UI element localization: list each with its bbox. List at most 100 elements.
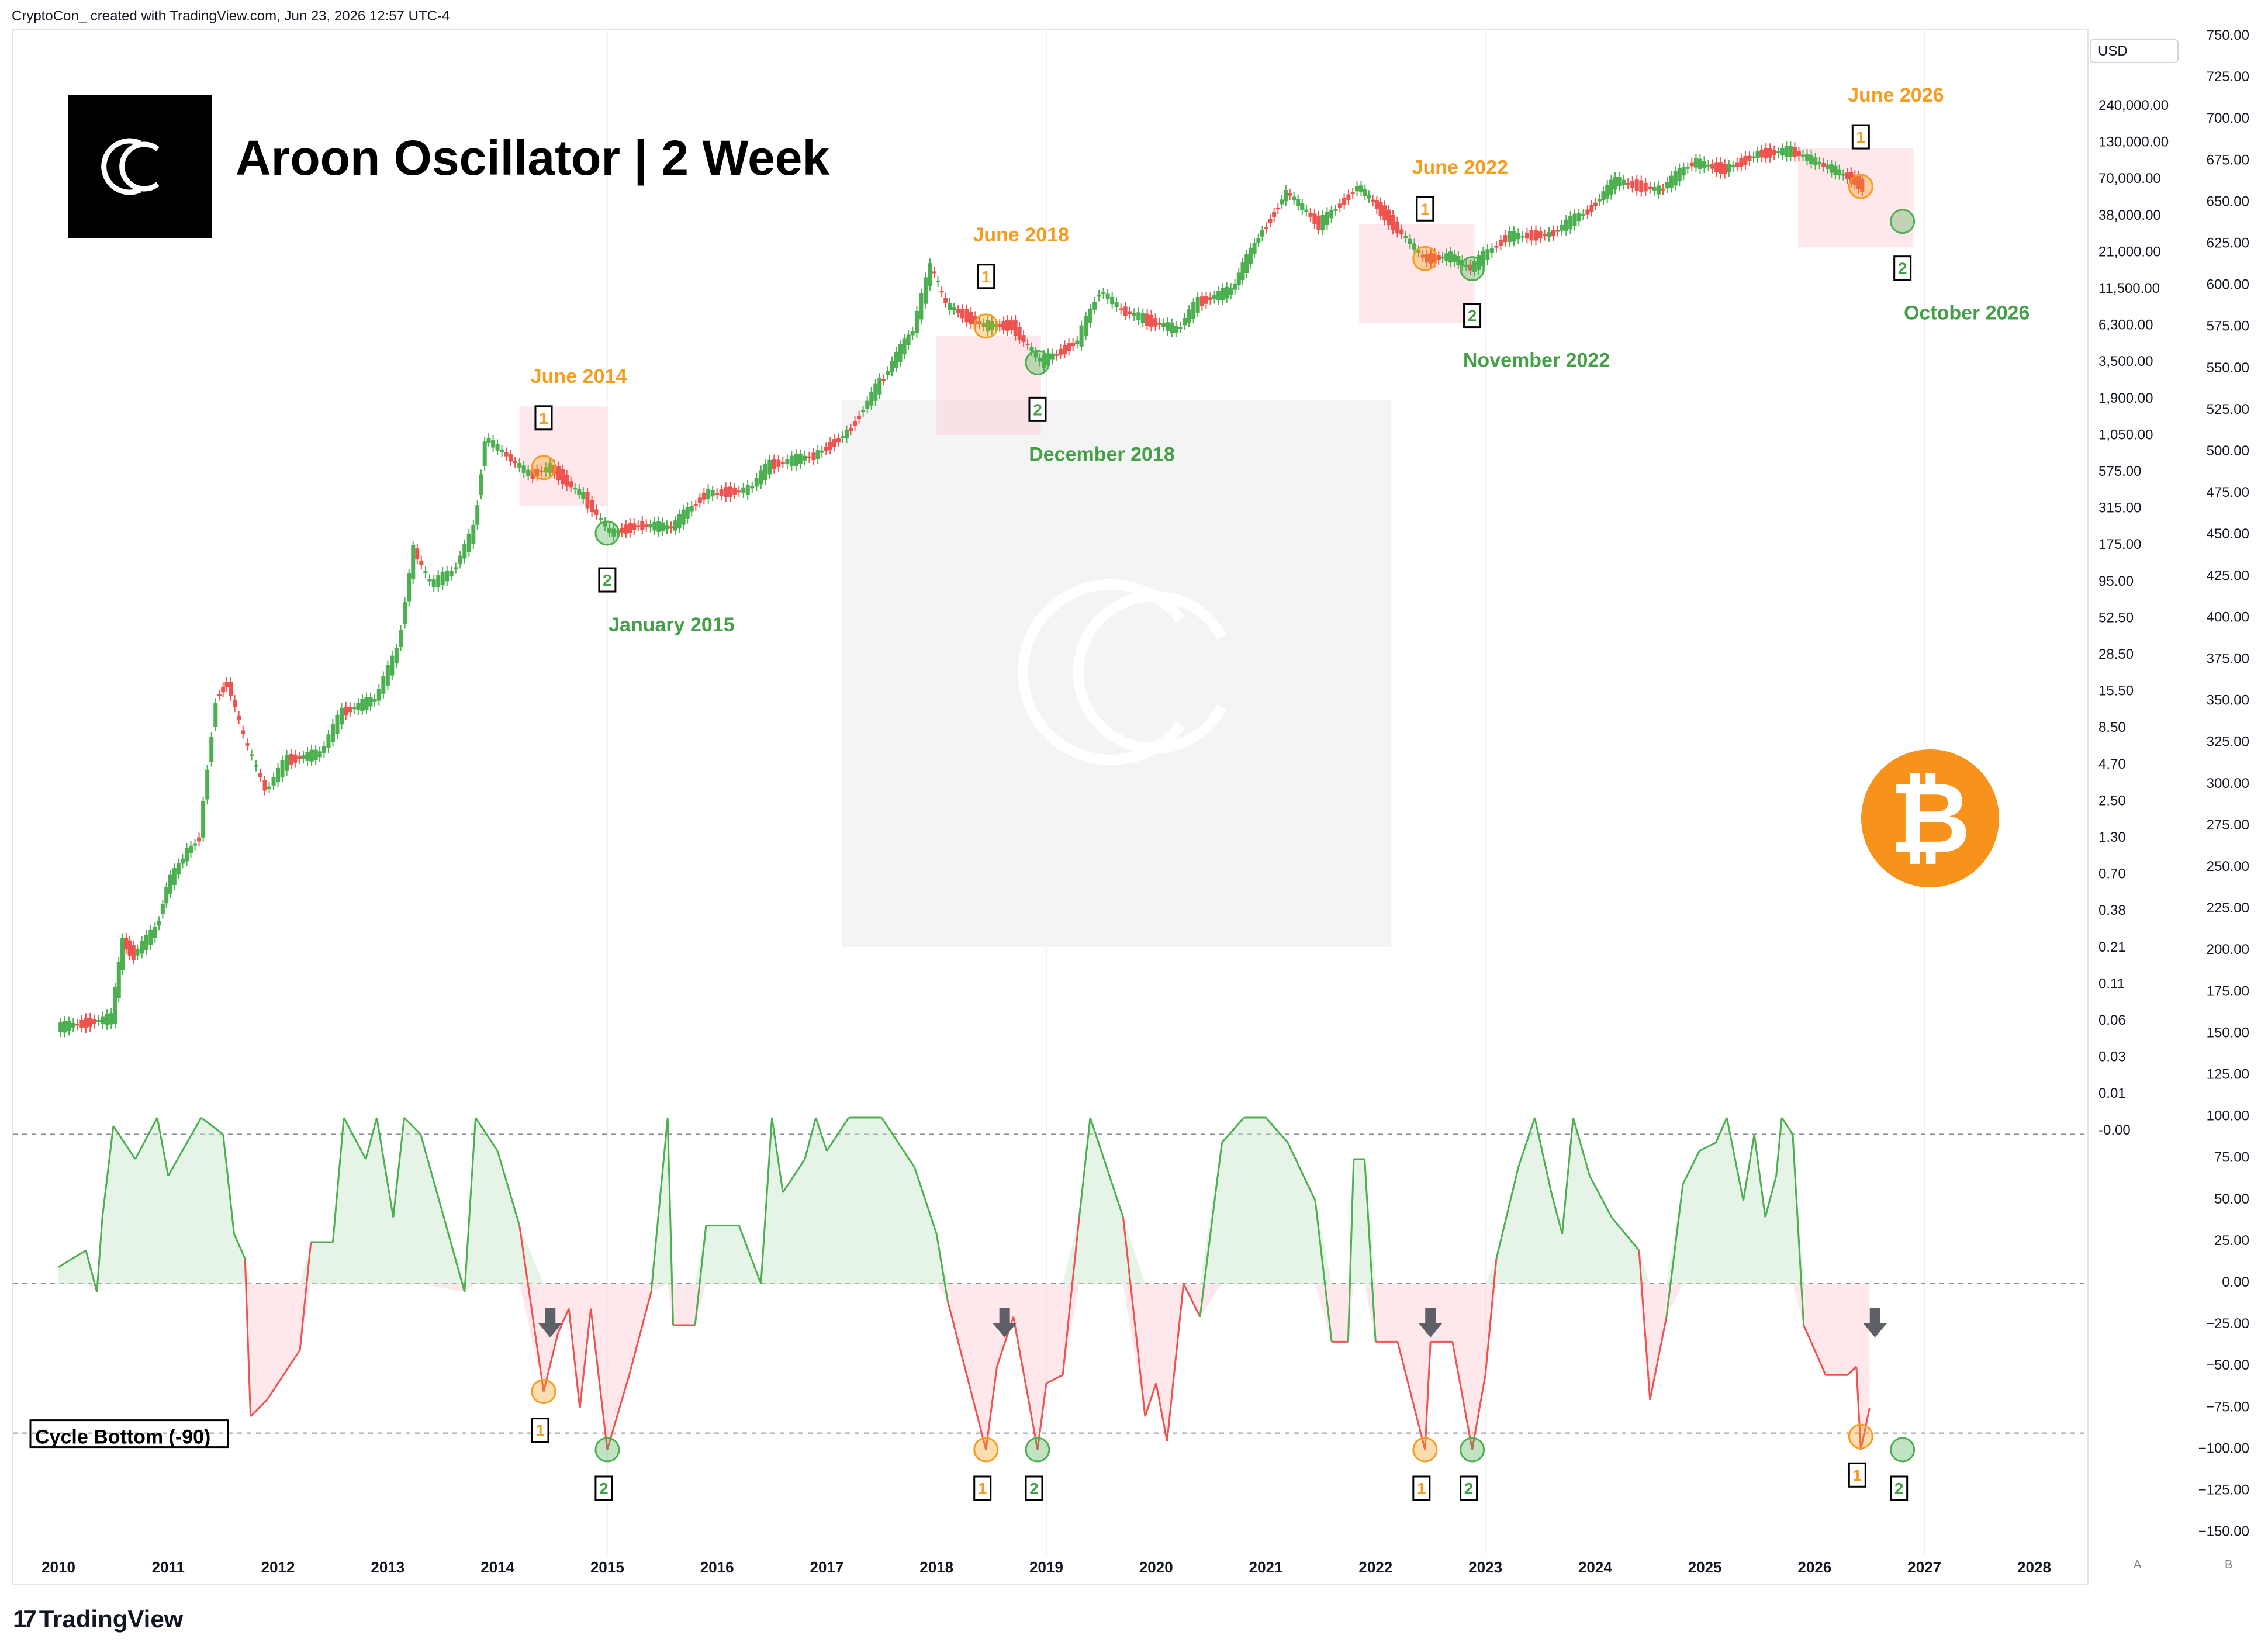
right-tick-label: 75.00 (2214, 1150, 2249, 1166)
right-tick-label: 175.00 (2207, 983, 2249, 999)
price-candle (772, 459, 776, 469)
oscillator-line-segment (96, 1217, 103, 1292)
currency-selector[interactable]: USD (2090, 39, 2179, 63)
price-candle (993, 324, 998, 328)
price-candle (628, 523, 632, 533)
price-candle (1622, 179, 1626, 185)
x-tick-label: 2018 (919, 1558, 953, 1576)
price-candle (224, 682, 229, 688)
watermark-layer (842, 400, 1391, 947)
right-tick-label: 650.00 (2207, 193, 2249, 209)
oscillator-positive-area (58, 1118, 1870, 1284)
price-candle (96, 1019, 101, 1022)
price-candle (164, 887, 169, 904)
price-candle (285, 754, 289, 771)
x-tick-label: 2011 (152, 1558, 185, 1576)
cycle-date-label: October 2026 (1904, 302, 2030, 324)
price-candle (364, 697, 369, 710)
price-candle (620, 528, 624, 533)
price-candle (939, 291, 944, 293)
oscillator-line-segment (134, 1117, 158, 1160)
cycle-date-label: November 2022 (1463, 350, 1610, 372)
oscillator-marker-number-2-box (1890, 1475, 1909, 1501)
price-candle (1617, 177, 1622, 186)
price-candle (1706, 164, 1711, 167)
oscillator-line-segment (233, 1233, 246, 1260)
price-candle (1759, 149, 1764, 158)
price-candle (811, 452, 816, 461)
price-candle (1256, 238, 1261, 243)
price-tick-label: 11,500.00 (2098, 281, 2160, 296)
price-candle (168, 874, 172, 894)
price-candle (335, 714, 340, 735)
oscillator-line-segment (1859, 1408, 1871, 1450)
price-candle (321, 746, 326, 753)
price-candle (221, 687, 226, 693)
price-candle (1643, 182, 1648, 192)
oscillator-line-segment (1155, 1383, 1168, 1442)
right-tick-label: 200.00 (2207, 942, 2249, 957)
price-candle (172, 868, 177, 885)
price-candle (1626, 182, 1630, 185)
price-marker-number-2-box (1463, 303, 1482, 329)
price-candle (565, 474, 569, 487)
oscillator-line-segment (1803, 1325, 1827, 1375)
right-tick-label: 625.00 (2207, 236, 2249, 251)
price-candle (832, 439, 836, 447)
oscillator-negative-area (58, 1284, 1870, 1450)
price-candle (1448, 251, 1453, 263)
oscillator-line-segment (222, 1134, 235, 1234)
x-tick-label: 2022 (1358, 1558, 1392, 1576)
price-candle (1063, 345, 1067, 354)
log-scale-button[interactable]: B (2225, 1558, 2233, 1571)
price-candle (1829, 164, 1834, 173)
price-candle (681, 509, 686, 525)
price-candle (724, 487, 728, 497)
price-candle (301, 755, 306, 759)
price-candle (1837, 169, 1842, 175)
price-candle (75, 1023, 79, 1026)
price-candle (205, 769, 210, 800)
oscillator-marker-number-1: 1 (978, 1479, 987, 1498)
price-candle (436, 575, 441, 587)
price-candle (1533, 230, 1538, 241)
price-candle (1739, 158, 1744, 167)
oscillator-line-segment (1847, 1365, 1857, 1376)
price-candle (390, 655, 395, 676)
price-candle (1359, 185, 1364, 192)
oscillator-line-segment (1610, 1216, 1640, 1252)
price-candle (1264, 227, 1268, 229)
price-candle (1346, 194, 1351, 200)
price-tick-label: 70,000.00 (2098, 171, 2161, 186)
auto-scale-button[interactable]: A (2134, 1558, 2142, 1571)
right-tick-label: 525.00 (2207, 402, 2249, 417)
price-candle (1817, 161, 1822, 165)
oscillator-line-segment (299, 1242, 312, 1350)
price-marker-number-2: 2 (1898, 260, 1907, 278)
price-candle (719, 489, 724, 496)
price-candle (1275, 208, 1280, 210)
tradingview-brand[interactable]: 17 TradingView (13, 1605, 183, 1633)
oscillator-line-segment (946, 1300, 987, 1450)
oscillator-line-segment (1012, 1316, 1039, 1450)
price-candle (1538, 231, 1543, 239)
price-candle (513, 461, 517, 464)
oscillator-line-segment (167, 1117, 202, 1177)
price-candle (1292, 196, 1297, 200)
price-candle (1792, 147, 1797, 157)
price-candle (997, 324, 1002, 327)
oscillator-line-segment (156, 1117, 170, 1176)
price-candle (1702, 161, 1706, 169)
cycle-bottom-marker (1460, 256, 1485, 282)
price-candle (1149, 314, 1154, 327)
price-candle (63, 1021, 67, 1033)
price-marker-number-1-box (977, 264, 995, 289)
price-candle (521, 465, 526, 473)
price-candle (928, 263, 932, 286)
price-candle (865, 400, 870, 409)
price-candle (339, 707, 344, 725)
down-arrow-icon (993, 1308, 1017, 1337)
price-candle (693, 504, 698, 506)
